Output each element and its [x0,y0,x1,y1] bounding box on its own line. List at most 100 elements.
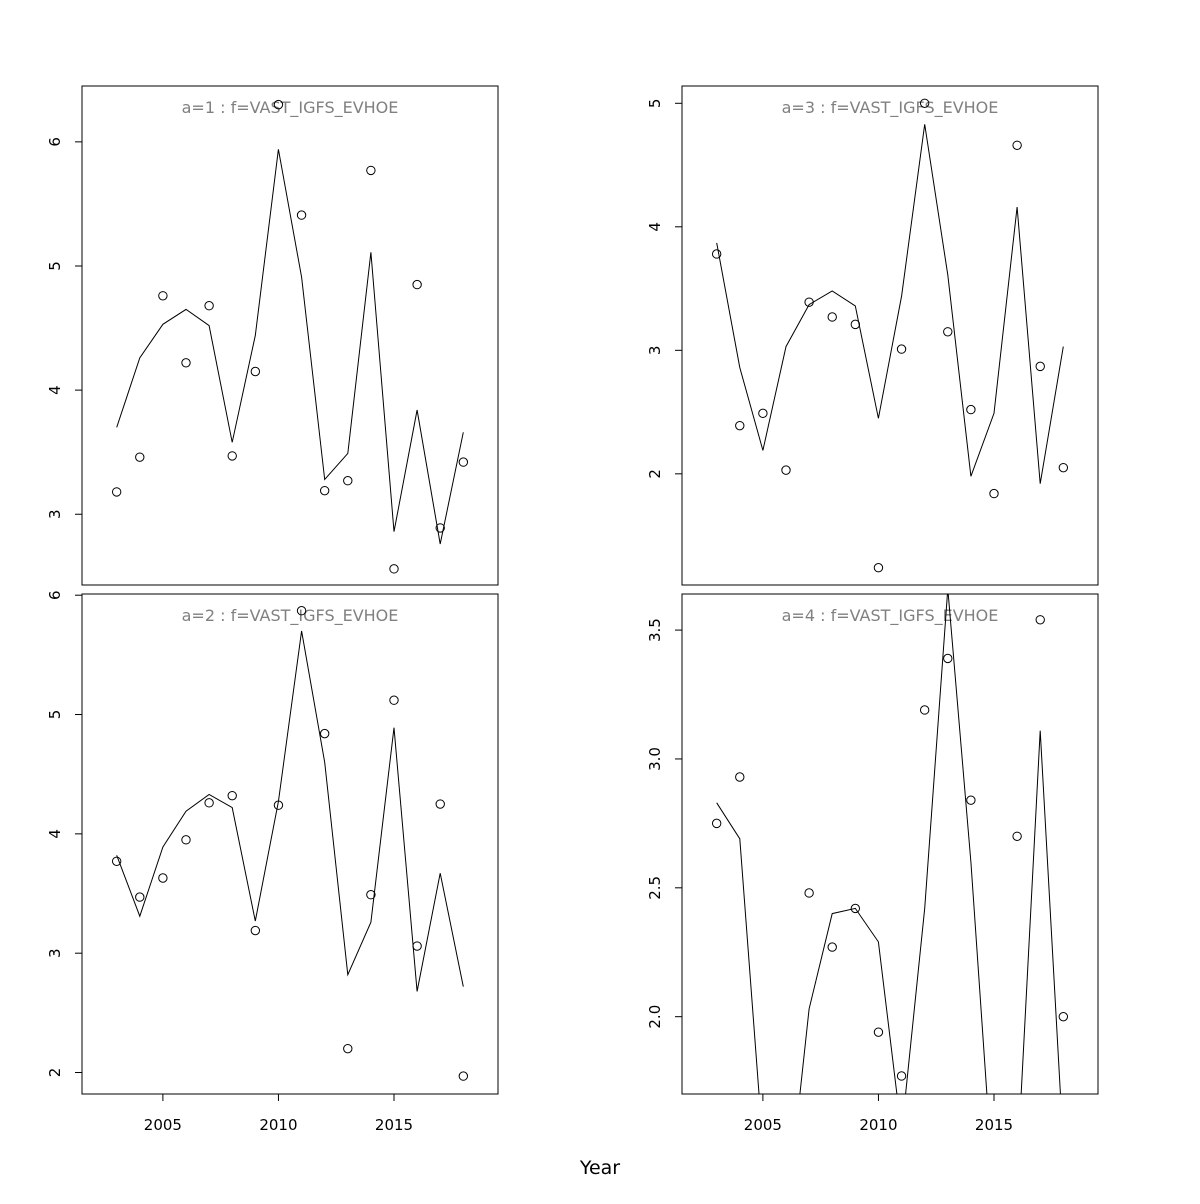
plot-frame [681,593,1099,1095]
x-tick-label: 2015 [375,1116,413,1134]
data-point [1058,1011,1069,1022]
data-point [412,941,422,951]
data-point [711,818,722,829]
data-point [435,799,445,809]
data-point [273,800,284,810]
y-tick-label: 5 [646,99,664,109]
data-point [273,99,284,110]
panel-title: a=4 : f=VAST_IGFS_EVHOE [782,606,999,626]
y-tick-label: 3 [646,346,664,356]
data-point [458,1071,469,1081]
data-point [711,249,722,259]
series-line [116,149,464,545]
plot-area [711,98,1069,573]
data-point [781,465,791,475]
x-tick-label: 2005 [144,1116,182,1134]
data-point [804,297,814,307]
data-point [319,728,330,739]
data-point [319,485,330,496]
data-point [435,523,445,533]
data-point [943,327,953,337]
data-point [827,942,837,952]
y-tick-label: 3 [46,509,64,519]
data-point [919,705,930,715]
panel-title: a=3 : f=VAST_IGFS_EVHOE [782,98,999,118]
plot-area [111,606,469,1081]
y-tick-label: 2 [646,469,664,479]
data-point [227,451,237,461]
data-point [158,873,168,883]
y-tick-label: 3.5 [646,618,664,642]
data-point [896,1071,907,1081]
data-point [296,606,307,616]
data-point [181,835,191,845]
data-point [250,925,261,936]
data-point [135,892,145,902]
data-point [735,420,745,431]
data-point [111,487,122,497]
data-point [804,888,814,898]
data-point [296,210,307,220]
y-tick-label: 4 [646,222,664,232]
data-point [250,366,261,377]
plot-frame [681,85,1099,586]
data-point [989,488,999,499]
data-point [158,291,168,301]
data-point [366,890,376,900]
data-point [873,1027,884,1037]
data-point [850,903,861,914]
plot-area [711,594,1069,1094]
data-point [827,312,837,322]
data-point [135,452,145,462]
series-line [716,594,1061,1094]
y-tick-label: 4 [46,829,64,839]
panel-2: a=3 : f=VAST_IGFS_EVHOE 2 3 4 5 [646,85,1099,586]
y-tick-label: 4 [46,385,64,395]
data-point [1012,831,1022,841]
data-point [758,408,768,419]
data-point [389,564,399,574]
y-tick-label: 6 [46,137,64,147]
plot-frame [81,85,499,586]
panel-4: a=4 : f=VAST_IGFS_EVHOE 2.0 2.5 3.0 3.5 2005 2… [646,593,1099,1134]
panel-title: a=2 : f=VAST_IGFS_EVHOE [182,606,399,626]
data-point [458,457,469,467]
y-tick-label: 2.5 [646,876,664,900]
series-line [116,630,464,992]
data-point [1012,140,1022,150]
data-point [966,404,976,415]
data-point [966,795,976,805]
data-point [389,695,399,705]
data-point [412,279,422,290]
data-point [1058,462,1069,473]
series-line [716,124,1064,484]
data-point [1035,615,1045,625]
y-tick-label: 3 [46,948,64,958]
data-point [873,563,884,573]
data-point [1035,361,1045,372]
x-tick-label: 2005 [744,1116,782,1134]
x-axis-label: Year [579,1157,620,1179]
panel-1: a=1 : f=VAST_IGFS_EVHOE 3 4 5 6 [46,85,499,586]
data-point [919,98,930,108]
data-point [204,798,214,808]
plot-frame [81,593,499,1095]
y-tick-label: 2.0 [646,1005,664,1029]
panel-3: a=2 : f=VAST_IGFS_EVHOE 2 3 4 5 6 2005 2010 2015 [46,590,499,1134]
data-point [366,165,376,176]
y-tick-label: 5 [46,261,64,271]
data-point [343,476,353,486]
y-tick-label: 5 [46,710,64,720]
plot-area [111,99,469,574]
data-point [896,344,907,354]
x-tick-label: 2010 [259,1116,297,1134]
y-tick-label: 2 [46,1068,64,1078]
x-tick-label: 2010 [859,1116,897,1134]
data-point [181,358,191,368]
y-tick-label: 3.0 [646,747,664,771]
data-point [735,772,745,782]
panel-title: a=1 : f=VAST_IGFS_EVHOE [182,98,399,118]
data-point [343,1043,353,1054]
